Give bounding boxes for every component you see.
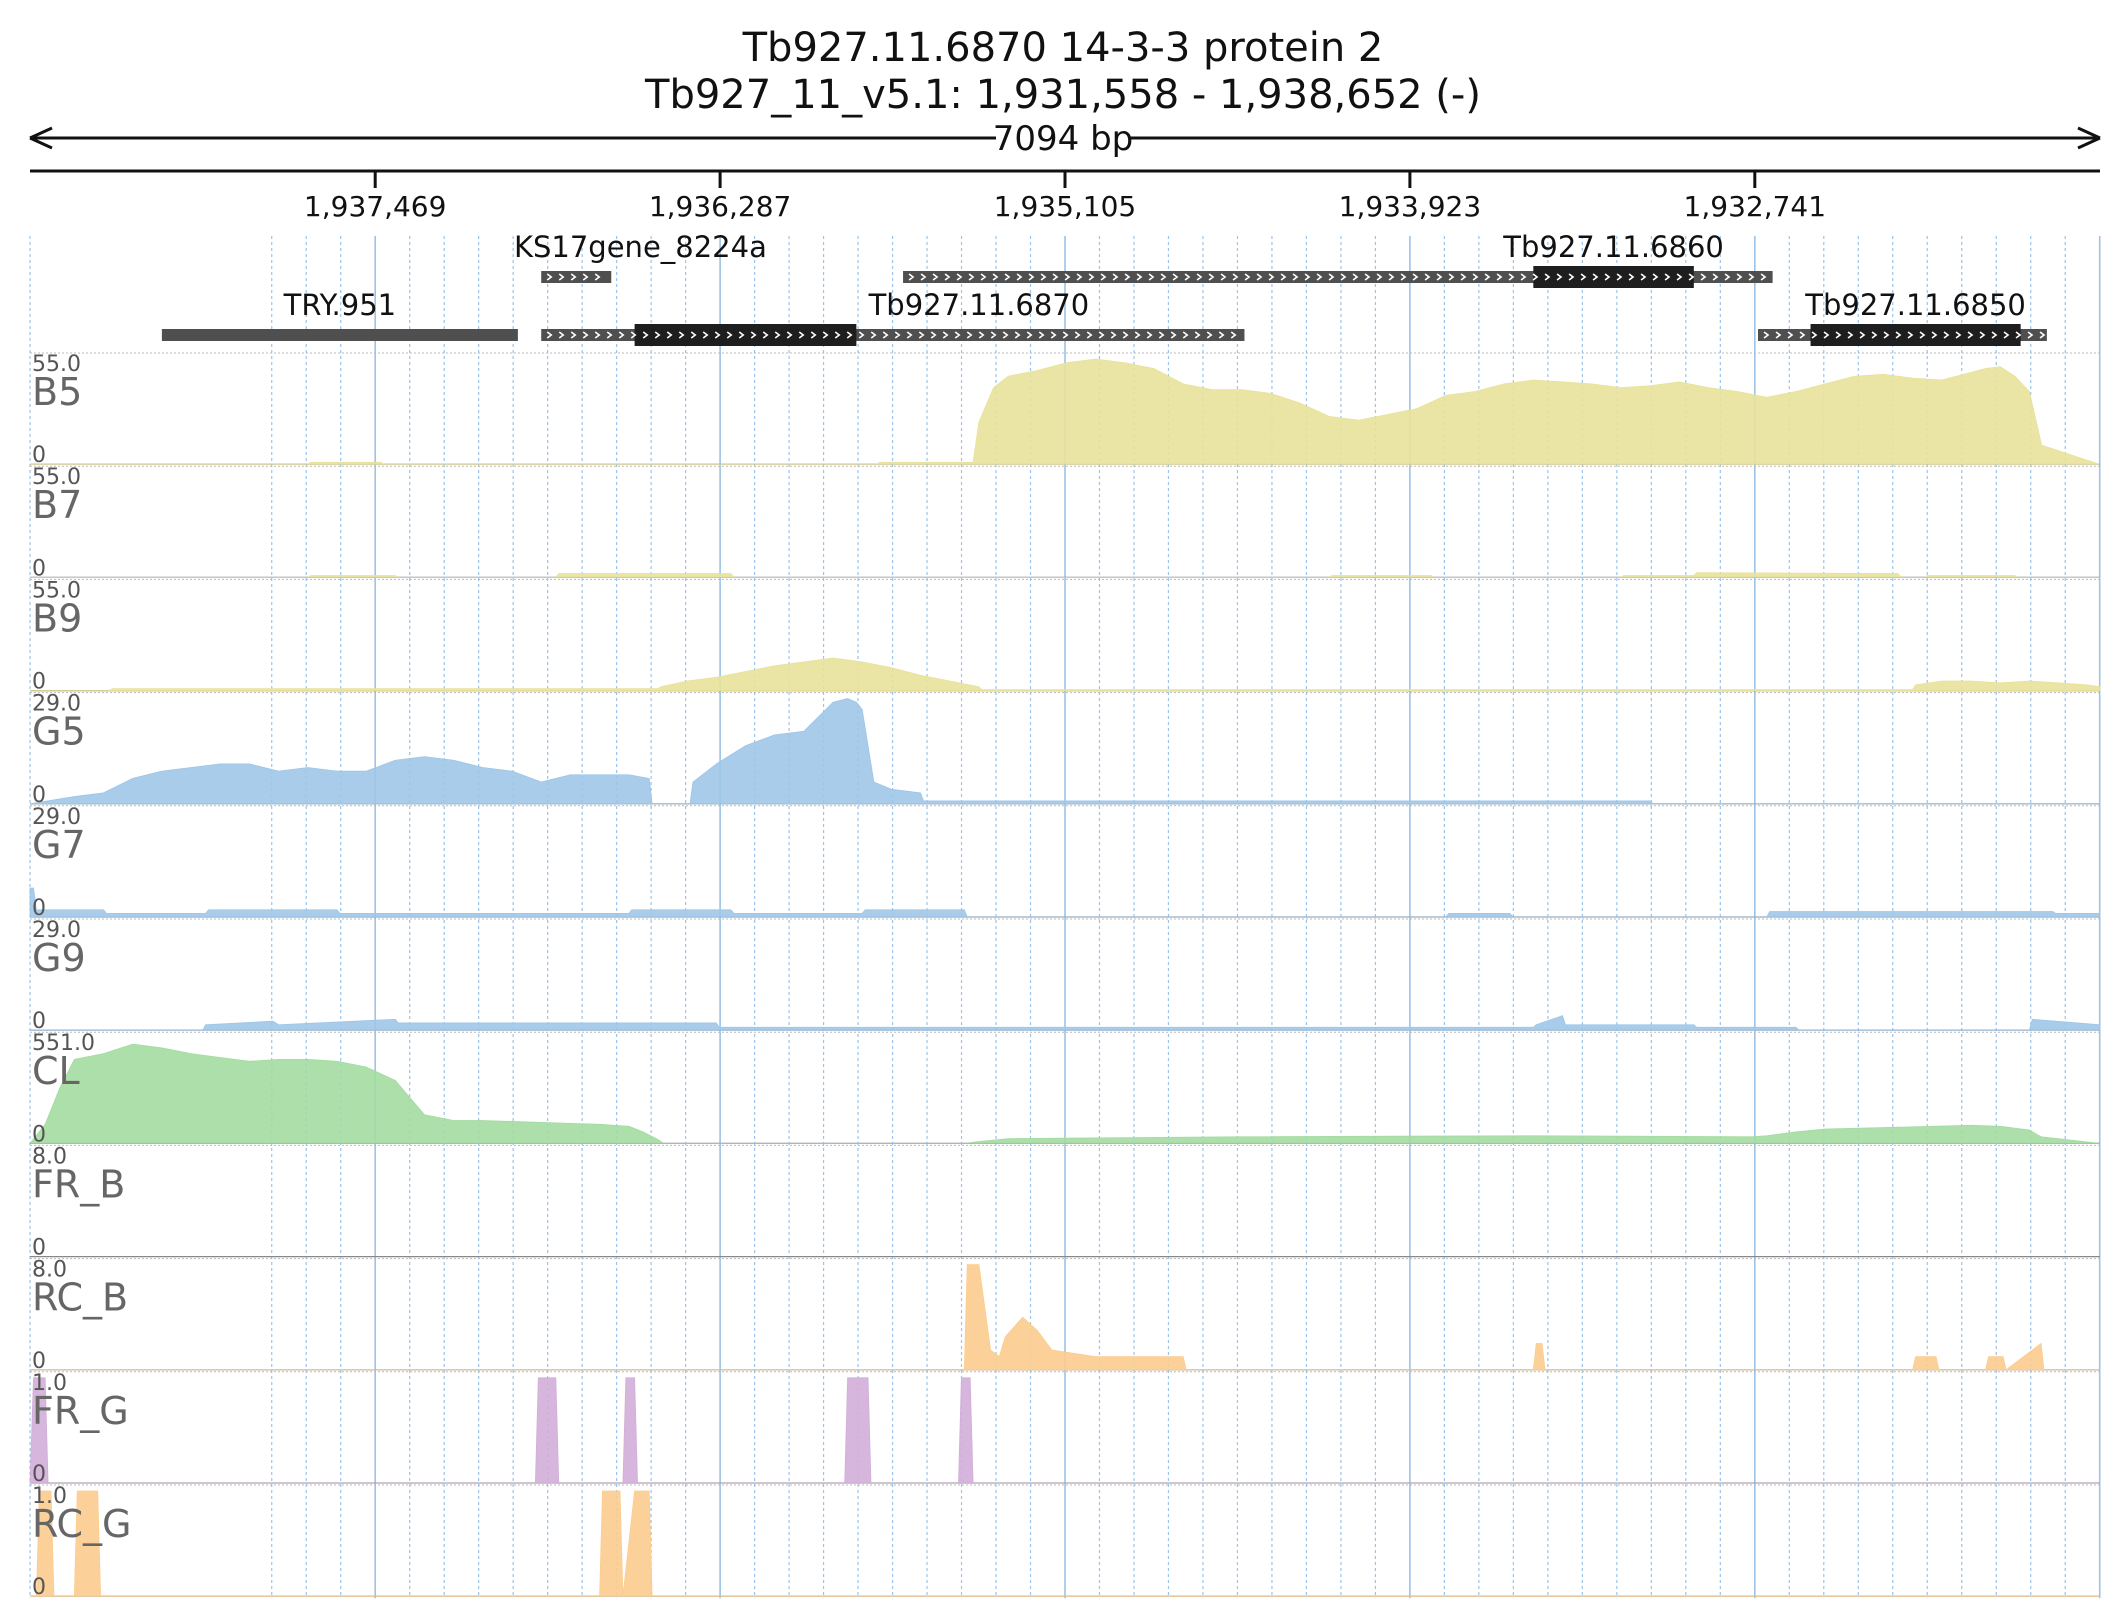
left-arrowhead-icon (29, 126, 53, 150)
track-max-label: 55.0 (32, 578, 81, 603)
span-length-label: 7094 bp (993, 119, 1134, 159)
gene-label: KS17gene_8224a (514, 230, 767, 264)
coverage-area (29, 1043, 2101, 1144)
track-rc-b: 8.0 0 RC_B (30, 1258, 2100, 1374)
gene-body (161, 329, 518, 341)
coverage-tracks: 55.00B555.00B755.00B929.00G529.00G729.00… (29, 352, 2101, 1600)
track-max-label: 55.0 (32, 352, 81, 377)
title-line-1: Tb927.11.6870 14-3-3 protein 2 (742, 25, 1384, 71)
track-cl: 551.0 0 CL (29, 1031, 2101, 1147)
title-line-2: Tb927_11_v5.1: 1,931,558 - 1,938,652 (-) (644, 72, 1481, 118)
track-name-label: G9 (32, 936, 86, 980)
track-min-label: 0 (32, 1009, 46, 1034)
track-name-label: FR_G (32, 1389, 129, 1433)
strand-chevron-icon (1763, 331, 2046, 339)
coverage-area (30, 1015, 2101, 1031)
track-b5: 55.0 0 B5 (30, 352, 2100, 468)
track-max-label: 8.0 (32, 1144, 67, 1169)
header: Tb927.11.6870 14-3-3 protein 2 Tb927_11_… (29, 25, 2101, 173)
strand-chevron-icon (908, 273, 1767, 281)
coverage-area (30, 358, 2100, 465)
track-min-label: 0 (32, 783, 46, 808)
track-name-label: RC_G (32, 1502, 132, 1546)
track-g9: 29.0 0 G9 (30, 918, 2101, 1034)
track-name-label: B5 (32, 370, 82, 414)
gene-tb927-11-6850[interactable]: Tb927.11.6850 (1758, 288, 2047, 346)
track-max-label: 29.0 (32, 692, 81, 717)
gene-label: Tb927.11.6860 (1502, 230, 1724, 264)
axis-tick-label: 1,935,105 (994, 190, 1137, 223)
track-name-label: B7 (32, 483, 82, 527)
gene-cds (634, 324, 857, 346)
strand-chevron-icon (546, 273, 601, 281)
gene-label: Tb927.11.6870 (868, 288, 1090, 322)
track-g5: 29.0 0 G5 (29, 692, 2100, 808)
track-max-label: 551.0 (32, 1031, 95, 1056)
gene-annotation-track: KS17gene_8224a Tb927.11.6860 TRY.951 Tb927.… (161, 230, 2047, 346)
coverage-area (30, 572, 2100, 578)
span-ruler: 7094 bp (29, 119, 2101, 159)
coverage-area (30, 1264, 2100, 1371)
track-name-label: G7 (32, 823, 86, 867)
gene-cds (1810, 324, 2021, 346)
track-g7: 29.0 0 G7 (29, 805, 2101, 921)
track-name-label: CL (32, 1049, 80, 1093)
gene-cds (1533, 266, 1694, 288)
track-min-label: 0 (32, 1236, 46, 1261)
gene-label: Tb927.11.6850 (1804, 288, 2026, 322)
track-fr-g: 1.0 0 FR_G (29, 1371, 2100, 1487)
track-name-label: B9 (32, 596, 82, 640)
right-arrowhead-icon (2077, 126, 2101, 150)
track-min-label: 0 (32, 670, 46, 695)
coverage-area (29, 887, 2101, 918)
track-min-label: 0 (32, 1122, 46, 1147)
coverage-area (29, 1377, 2100, 1484)
track-rc-g: 1.0 0 RC_G (30, 1484, 2100, 1600)
coverage-area (30, 1490, 2100, 1597)
gene-try-951[interactable]: TRY.951 (161, 288, 518, 341)
track-max-label: 29.0 (32, 805, 81, 830)
track-max-label: 55.0 (32, 465, 81, 490)
coordinate-axis: 1,937,469 1,936,287 1,935,105 1,933,923 1,93… (304, 171, 1826, 223)
track-min-label: 0 (32, 443, 46, 468)
track-max-label: 1.0 (32, 1371, 67, 1396)
track-b9: 55.0 0 B9 (30, 578, 2101, 695)
track-name-label: G5 (32, 710, 86, 754)
axis-tick-label: 1,932,741 (1684, 190, 1827, 223)
coverage-area (29, 698, 2100, 805)
gene-tb927-11-6870[interactable]: Tb927.11.6870 (541, 288, 1245, 346)
track-max-label: 8.0 (32, 1258, 67, 1283)
track-fr-b: 8.0 0 FR_B (30, 1144, 2100, 1261)
gene-tb927-11-6860[interactable]: Tb927.11.6860 (903, 230, 1773, 288)
gene-ks17gene-8224a[interactable]: KS17gene_8224a (514, 230, 767, 283)
axis-tick-label: 1,933,923 (1339, 190, 1482, 223)
axis-tick-label: 1,937,469 (304, 190, 447, 223)
track-min-label: 0 (32, 896, 46, 921)
track-max-label: 1.0 (32, 1484, 67, 1509)
track-name-label: RC_B (32, 1276, 128, 1320)
track-b7: 55.0 0 B7 (30, 465, 2100, 581)
track-name-label: FR_B (32, 1162, 125, 1206)
track-min-label: 0 (32, 1462, 46, 1487)
track-max-label: 29.0 (32, 918, 81, 943)
coverage-area (30, 657, 2101, 691)
track-min-label: 0 (32, 1349, 46, 1374)
track-min-label: 0 (32, 556, 46, 581)
strand-chevron-icon (546, 331, 1237, 339)
gene-label: TRY.951 (283, 288, 396, 322)
track-min-label: 0 (32, 1575, 46, 1600)
axis-tick-label: 1,936,287 (649, 190, 792, 223)
